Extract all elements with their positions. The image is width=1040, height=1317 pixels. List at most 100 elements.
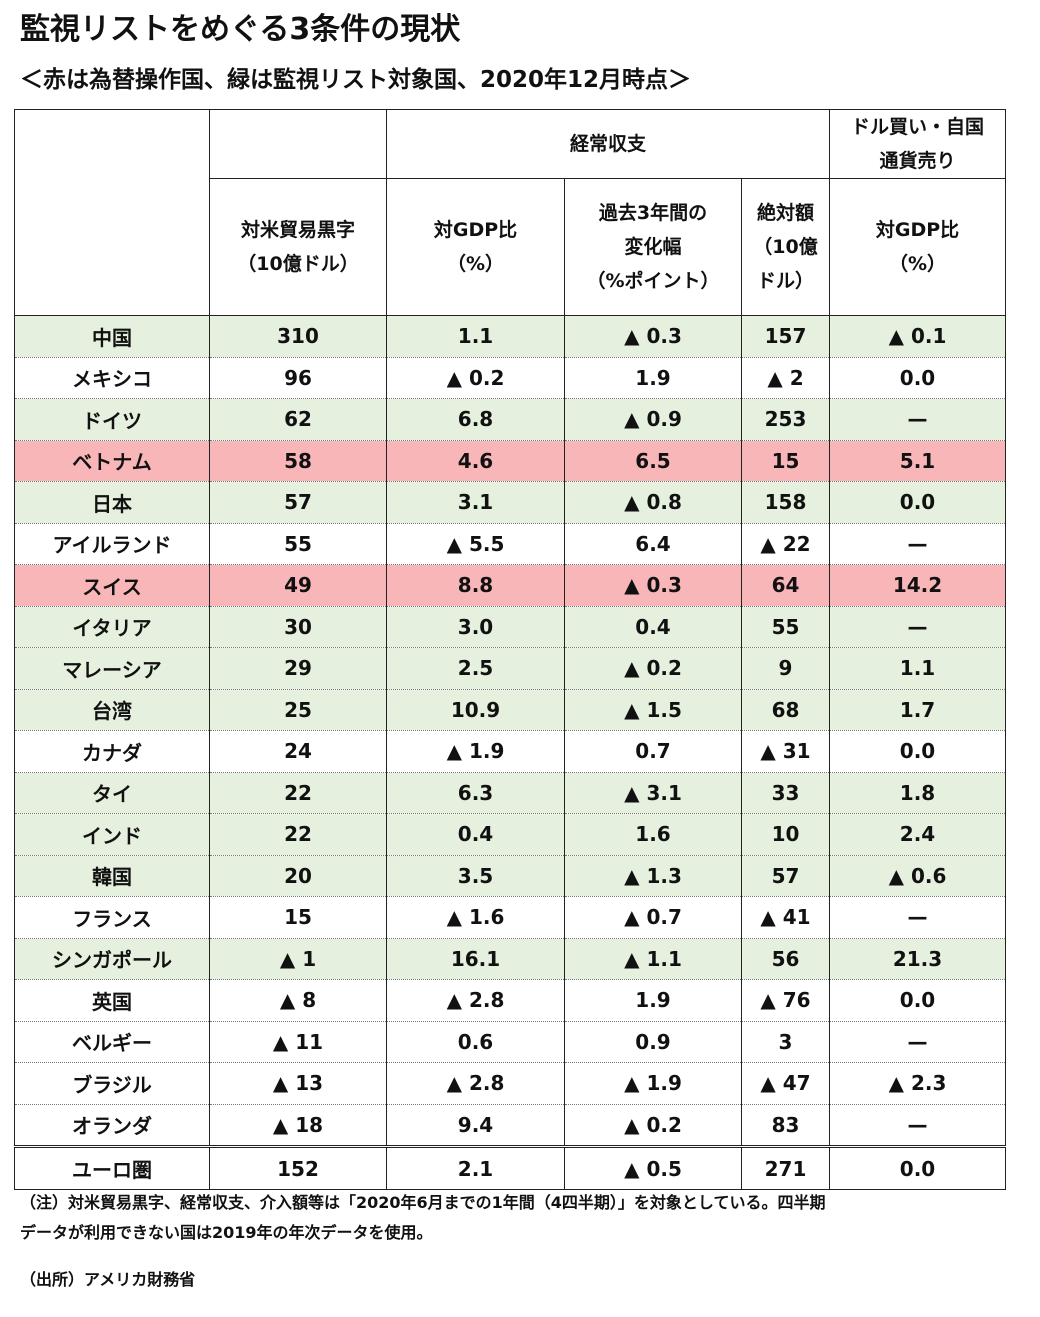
header-ca-change-line2: 変化幅: [624, 236, 682, 258]
ca-change-cell: ▲ 3.1: [564, 772, 742, 814]
ca-abs-cell: 10: [741, 813, 830, 856]
header-fx-gdp-line2: （%）: [888, 253, 947, 275]
table-row: イタリア 30 3.0 0.4 55—: [14, 606, 1006, 648]
table-row: カナダ 24 ▲ 1.9 0.7 ▲ 31 0.0: [14, 730, 1006, 773]
fx-gdp-cell: —: [829, 523, 1006, 565]
ca-abs-cell: 33: [741, 772, 830, 814]
fx-gdp-cell: —: [829, 1021, 1006, 1063]
trade-surplus-cell: 58: [209, 440, 387, 482]
header-ca-gdp-line1: 対GDP比: [433, 219, 518, 241]
ca-gdp-cell: 6.8: [386, 398, 565, 441]
ca-gdp-cell: 3.0: [386, 606, 565, 648]
table-row: 日本 57 3.1 ▲ 0.8 158 0.0: [14, 481, 1006, 524]
ca-abs-cell: ▲ 22: [741, 523, 830, 565]
ca-abs-cell: 83: [741, 1104, 830, 1148]
ca-gdp-cell: ▲ 0.2: [386, 357, 565, 399]
table-row: フランス 15 ▲ 1.6 ▲ 0.7 ▲ 41—: [14, 896, 1006, 939]
header-ca-change-line3: （%ポイント）: [586, 270, 720, 292]
trade-surplus-cell: ▲ 13: [209, 1062, 387, 1105]
trade-surplus-cell: 15: [209, 896, 387, 939]
table-row: メキシコ 96 ▲ 0.2 1.9 ▲ 2 0.0: [14, 357, 1006, 399]
fx-gdp-cell: 0.0: [829, 357, 1006, 399]
ca-change-cell: 0.7: [564, 730, 742, 773]
ca-abs-cell: 15: [741, 440, 830, 482]
trade-surplus-cell: 152: [209, 1146, 387, 1190]
ca-gdp-cell: ▲ 1.9: [386, 730, 565, 773]
footnote: （注）対米貿易黒字、経常収支、介入額等は「2020年6月までの1年間（4四半期）…: [20, 1188, 1030, 1248]
ca-change-cell: ▲ 1.1: [564, 938, 742, 980]
trade-surplus-cell: 55: [209, 523, 387, 565]
currency-watchlist-table: 経常収支 ドル買い・自国 通貨売り 対米貿易黒字 （10億ドル） 対GDP比 （…: [14, 109, 1006, 1190]
ca-change-cell: ▲ 0.7: [564, 896, 742, 939]
trade-surplus-cell: 22: [209, 772, 387, 814]
ca-change-cell: ▲ 1.9: [564, 1062, 742, 1105]
ca-change-cell: 1.9: [564, 357, 742, 399]
trade-surplus-cell: ▲ 11: [209, 1021, 387, 1063]
fx-gdp-cell: ▲ 0.6: [829, 855, 1006, 897]
country-cell: ベトナム: [14, 440, 210, 482]
ca-abs-cell: 158: [741, 481, 830, 524]
country-cell: タイ: [14, 772, 210, 814]
trade-surplus-cell: 62: [209, 398, 387, 441]
header-row-columns: 対米貿易黒字 （10億ドル） 対GDP比 （%） 過去3年間の 変化幅 （%ポイ…: [14, 178, 1006, 316]
ca-change-cell: 1.6: [564, 813, 742, 856]
fx-gdp-cell: ▲ 0.1: [829, 315, 1006, 358]
trade-surplus-cell: 30: [209, 606, 387, 648]
ca-change-cell: 0.9: [564, 1021, 742, 1063]
header-blank-trade: [209, 109, 387, 179]
header-current-account: 経常収支: [386, 109, 830, 179]
header-ca-change: 過去3年間の 変化幅 （%ポイント）: [564, 178, 742, 316]
country-cell: ベルギー: [14, 1021, 210, 1063]
header-ca-abs: 絶対額 （10億 ドル）: [741, 178, 830, 316]
trade-surplus-cell: 24: [209, 730, 387, 773]
country-cell: ドイツ: [14, 398, 210, 441]
ca-gdp-cell: ▲ 5.5: [386, 523, 565, 565]
table-row: 中国 310 1.1 ▲ 0.3 157 ▲ 0.1: [14, 315, 1006, 358]
source-note: （出所）アメリカ財務省: [20, 1270, 196, 1289]
country-cell: カナダ: [14, 730, 210, 773]
country-cell: インド: [14, 813, 210, 856]
country-cell: 中国: [14, 315, 210, 358]
header-trade-surplus: 対米貿易黒字 （10億ドル）: [209, 178, 387, 316]
table-row: 台湾 25 10.9 ▲ 1.5 68 1.7: [14, 689, 1006, 731]
ca-gdp-cell: 9.4: [386, 1104, 565, 1148]
table-row: インド 22 0.4 1.6 10 2.4: [14, 813, 1006, 856]
page-subtitle: ＜赤は為替操作国、緑は監視リスト対象国、2020年12月時点＞: [20, 67, 692, 93]
ca-abs-cell: 3: [741, 1021, 830, 1063]
trade-surplus-cell: 20: [209, 855, 387, 897]
country-cell: スイス: [14, 564, 210, 607]
ca-gdp-cell: 3.5: [386, 855, 565, 897]
ca-abs-cell: ▲ 47: [741, 1062, 830, 1105]
country-cell: シンガポール: [14, 938, 210, 980]
country-cell: 韓国: [14, 855, 210, 897]
table-row: ドイツ 62 6.8 ▲ 0.9 253—: [14, 398, 1006, 441]
country-cell: フランス: [14, 896, 210, 939]
table-row: マレーシア 29 2.5 ▲ 0.2 9 1.1: [14, 647, 1006, 690]
trade-surplus-cell: 29: [209, 647, 387, 690]
ca-change-cell: ▲ 1.3: [564, 855, 742, 897]
ca-gdp-cell: 2.1: [386, 1146, 565, 1190]
ca-gdp-cell: ▲ 2.8: [386, 1062, 565, 1105]
ca-gdp-cell: 4.6: [386, 440, 565, 482]
fx-gdp-cell: 5.1: [829, 440, 1006, 482]
header-ca-abs-line2: （10億: [753, 236, 818, 258]
ca-abs-cell: ▲ 2: [741, 357, 830, 399]
trade-surplus-cell: ▲ 8: [209, 979, 387, 1022]
ca-change-cell: ▲ 0.3: [564, 564, 742, 607]
table-row: 英国 ▲ 8 ▲ 2.8 1.9 ▲ 76 0.0: [14, 979, 1006, 1022]
footnote-line1: （注）対米貿易黒字、経常収支、介入額等は「2020年6月までの1年間（4四半期）…: [20, 1193, 826, 1212]
table-row: 韓国 20 3.5 ▲ 1.3 57 ▲ 0.6: [14, 855, 1006, 897]
fx-gdp-cell: 1.1: [829, 647, 1006, 690]
ca-change-cell: ▲ 0.3: [564, 315, 742, 358]
ca-abs-cell: 253: [741, 398, 830, 441]
trade-surplus-cell: 96: [209, 357, 387, 399]
header-ca-change-line1: 過去3年間の: [598, 202, 708, 224]
fx-gdp-cell: 0.0: [829, 730, 1006, 773]
fx-gdp-cell: —: [829, 1104, 1006, 1148]
ca-abs-cell: 55: [741, 606, 830, 648]
ca-change-cell: ▲ 0.5: [564, 1146, 742, 1190]
table-row: オランダ ▲ 18 9.4 ▲ 0.2 83—: [14, 1104, 1006, 1148]
header-ca-abs-line3: ドル）: [756, 270, 814, 292]
table-row: ベルギー ▲ 11 0.6 0.9 3—: [14, 1021, 1006, 1063]
trade-surplus-cell: 25: [209, 689, 387, 731]
